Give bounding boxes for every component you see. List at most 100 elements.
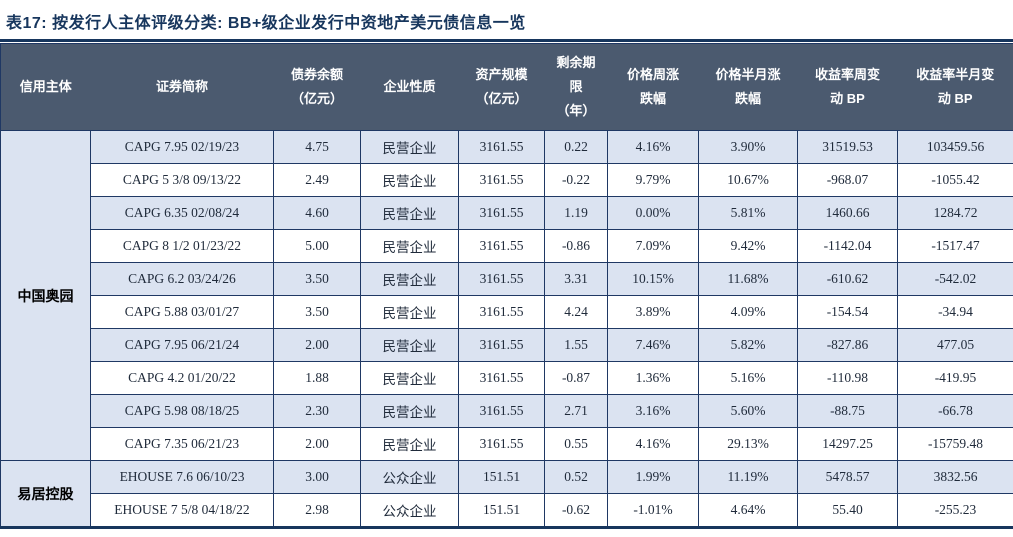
price-halfmonth-change-cell: 4.09% [698, 295, 798, 329]
price-halfmonth-change-cell: 29.13% [698, 427, 798, 461]
enterprise-nature-cell: 民营企业 [360, 130, 459, 164]
price-halfmonth-change-cell: 9.42% [698, 229, 798, 263]
table-row: CAPG 6.2 03/24/26 3.50 民营企业 3161.55 3.31 10.1… [1, 262, 1013, 296]
asset-scale-cell: 3161.55 [458, 394, 545, 428]
price-week-change-cell: 3.16% [607, 394, 699, 428]
asset-scale-cell: 3161.55 [458, 130, 545, 164]
price-week-change-cell: 3.89% [607, 295, 699, 329]
yield-halfmonth-change-bp-cell: 1284.72 [897, 196, 1013, 230]
yield-week-change-bp-cell: -827.86 [797, 328, 898, 362]
table-row: CAPG 4.2 01/20/22 1.88 民营企业 3161.55 -0.87 1.3… [1, 361, 1013, 395]
bond-balance-cell: 3.50 [273, 262, 361, 296]
remaining-maturity-cell: -0.62 [544, 493, 608, 528]
enterprise-nature-cell: 民营企业 [360, 229, 459, 263]
bond-name-cell: CAPG 7.95 02/19/23 [90, 130, 274, 164]
title-divider-rule [0, 39, 1013, 42]
bond-name-cell: EHOUSE 7.6 06/10/23 [90, 460, 274, 494]
bond-balance-cell: 4.75 [273, 130, 361, 164]
yield-week-change-bp-cell: -610.62 [797, 262, 898, 296]
price-halfmonth-change-cell: 11.19% [698, 460, 798, 494]
credit-entity-cell: 中国奥园 [0, 130, 91, 461]
table-body: 中国奥园 CAPG 7.95 02/19/23 4.75 民营企业 3161.55 0.2… [0, 130, 1013, 528]
bond-name-cell: CAPG 8 1/2 01/23/22 [90, 229, 274, 263]
asset-scale-cell: 3161.55 [458, 229, 545, 263]
price-halfmonth-change-cell: 5.81% [698, 196, 798, 230]
remaining-maturity-cell: 0.52 [544, 460, 608, 494]
bond-name-cell: CAPG 5 3/8 09/13/22 [90, 163, 274, 197]
header-bond-balance: 债券余额 （亿元） [273, 43, 361, 131]
remaining-maturity-cell: 2.71 [544, 394, 608, 428]
enterprise-nature-cell: 民营企业 [360, 295, 459, 329]
bond-name-cell: CAPG 5.98 08/18/25 [90, 394, 274, 428]
bond-balance-cell: 4.60 [273, 196, 361, 230]
yield-halfmonth-change-bp-cell: -66.78 [897, 394, 1013, 428]
enterprise-nature-cell: 公众企业 [360, 493, 459, 528]
price-week-change-cell: 7.46% [607, 328, 699, 362]
table-row: CAPG 7.95 06/21/24 2.00 民营企业 3161.55 1.55 7.4… [1, 328, 1013, 362]
asset-scale-cell: 3161.55 [458, 427, 545, 461]
price-halfmonth-change-cell: 10.67% [698, 163, 798, 197]
table-row: CAPG 7.35 06/21/23 2.00 民营企业 3161.55 0.55 4.1… [1, 427, 1013, 461]
header-enterprise-nature: 企业性质 [360, 43, 459, 131]
enterprise-nature-cell: 民营企业 [360, 328, 459, 362]
header-asset-scale: 资产规模 （亿元） [458, 43, 545, 131]
price-halfmonth-change-cell: 11.68% [698, 262, 798, 296]
table-row: 中国奥园 CAPG 7.95 02/19/23 4.75 民营企业 3161.55 0.2… [0, 130, 1013, 461]
asset-scale-cell: 3161.55 [458, 262, 545, 296]
enterprise-nature-cell: 民营企业 [360, 361, 459, 395]
bond-name-cell: CAPG 6.35 02/08/24 [90, 196, 274, 230]
yield-halfmonth-change-bp-cell: 103459.56 [897, 130, 1013, 164]
remaining-maturity-cell: 1.19 [544, 196, 608, 230]
bond-name-cell: CAPG 5.88 03/01/27 [90, 295, 274, 329]
bond-balance-cell: 1.88 [273, 361, 361, 395]
yield-week-change-bp-cell: 55.40 [797, 493, 898, 528]
credit-entity-cell: 易居控股 [0, 460, 91, 528]
table-header-row: 信用主体 证券简称 债券余额 （亿元） 企业性质 资产规模 （亿元） 剩余期 限… [0, 43, 1013, 131]
price-week-change-cell: 1.99% [607, 460, 699, 494]
table-row: 易居控股 EHOUSE 7.6 06/10/23 3.00 公众企业 151.51 0.5… [0, 460, 1013, 528]
bond-balance-cell: 3.00 [273, 460, 361, 494]
price-halfmonth-change-cell: 5.16% [698, 361, 798, 395]
price-week-change-cell: 7.09% [607, 229, 699, 263]
asset-scale-cell: 3161.55 [458, 328, 545, 362]
remaining-maturity-cell: -0.86 [544, 229, 608, 263]
price-halfmonth-change-cell: 5.60% [698, 394, 798, 428]
table-title: 表17: 按发行人主体评级分类: BB+级企业发行中资地产美元债信息一览 [6, 15, 526, 32]
price-week-change-cell: 9.79% [607, 163, 699, 197]
remaining-maturity-cell: -0.22 [544, 163, 608, 197]
asset-scale-cell: 3161.55 [458, 361, 545, 395]
bond-name-cell: CAPG 6.2 03/24/26 [90, 262, 274, 296]
yield-halfmonth-change-bp-cell: -34.94 [897, 295, 1013, 329]
price-halfmonth-change-cell: 3.90% [698, 130, 798, 164]
asset-scale-cell: 3161.55 [458, 163, 545, 197]
asset-scale-cell: 3161.55 [458, 196, 545, 230]
yield-halfmonth-change-bp-cell: -1517.47 [897, 229, 1013, 263]
yield-week-change-bp-cell: -1142.04 [797, 229, 898, 263]
yield-halfmonth-change-bp-cell: -1055.42 [897, 163, 1013, 197]
asset-scale-cell: 151.51 [458, 460, 545, 494]
enterprise-nature-cell: 民营企业 [360, 262, 459, 296]
header-credit-entity: 信用主体 [0, 43, 91, 131]
table-row: CAPG 8 1/2 01/23/22 5.00 民营企业 3161.55 -0.86 7… [1, 229, 1013, 263]
yield-halfmonth-change-bp-cell: 477.05 [897, 328, 1013, 362]
bond-name-cell: CAPG 4.2 01/20/22 [90, 361, 274, 395]
remaining-maturity-cell: -0.87 [544, 361, 608, 395]
enterprise-nature-cell: 公众企业 [360, 460, 459, 494]
price-week-change-cell: 10.15% [607, 262, 699, 296]
bond-balance-cell: 2.98 [273, 493, 361, 528]
price-week-change-cell: 1.36% [607, 361, 699, 395]
enterprise-nature-cell: 民营企业 [360, 163, 459, 197]
yield-halfmonth-change-bp-cell: -255.23 [897, 493, 1013, 528]
header-remaining-maturity: 剩余期 限 （年） [544, 43, 608, 131]
price-halfmonth-change-cell: 4.64% [698, 493, 798, 528]
table-row: CAPG 5.98 08/18/25 2.30 民营企业 3161.55 2.71 3.1… [1, 394, 1013, 428]
bond-balance-cell: 2.30 [273, 394, 361, 428]
remaining-maturity-cell: 1.55 [544, 328, 608, 362]
table-row: CAPG 5 3/8 09/13/22 2.49 民营企业 3161.55 -0.22 9… [1, 163, 1013, 197]
yield-halfmonth-change-bp-cell: 3832.56 [897, 460, 1013, 494]
price-week-change-cell: 0.00% [607, 196, 699, 230]
remaining-maturity-cell: 0.55 [544, 427, 608, 461]
remaining-maturity-cell: 0.22 [544, 130, 608, 164]
enterprise-nature-cell: 民营企业 [360, 196, 459, 230]
enterprise-nature-cell: 民营企业 [360, 394, 459, 428]
